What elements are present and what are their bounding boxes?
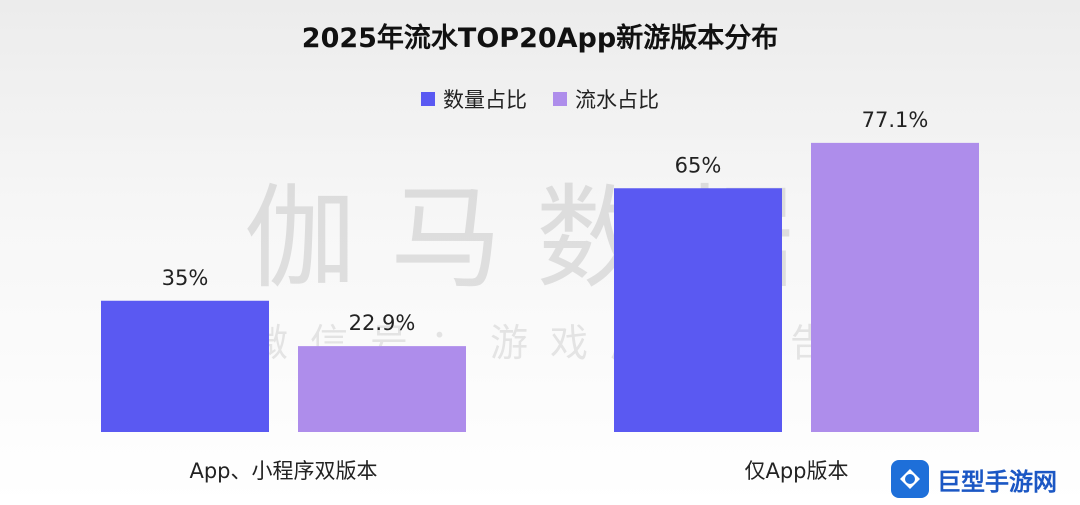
legend-item-count: 数量占比 xyxy=(421,84,527,114)
bar-count-0 xyxy=(101,300,269,432)
chart-title: 2025年流水TOP20App新游版本分布 xyxy=(301,23,779,54)
legend-label-count: 数量占比 xyxy=(443,88,527,112)
corner-logo: 巨型手游网 xyxy=(891,460,1057,498)
category-label-1: 仅App版本 xyxy=(744,459,848,483)
logo-text: 巨型手游网 xyxy=(937,467,1057,496)
data-label-count-0: 35% xyxy=(162,266,209,290)
bar-count-1 xyxy=(614,188,782,432)
logo-icon xyxy=(891,460,929,498)
bar-revenue-0 xyxy=(298,346,466,432)
data-label-revenue-1: 77.1% xyxy=(862,108,929,132)
chart-legend: 数量占比 流水占比 xyxy=(0,84,1080,114)
data-label-count-1: 65% xyxy=(675,153,722,177)
legend-swatch-count xyxy=(421,92,435,106)
data-label-revenue-0: 22.9% xyxy=(349,311,416,335)
legend-swatch-revenue xyxy=(553,92,567,106)
legend-item-revenue: 流水占比 xyxy=(553,84,659,114)
legend-label-revenue: 流水占比 xyxy=(575,88,659,112)
bar-revenue-1 xyxy=(811,142,979,432)
category-label-0: App、小程序双版本 xyxy=(189,459,377,483)
